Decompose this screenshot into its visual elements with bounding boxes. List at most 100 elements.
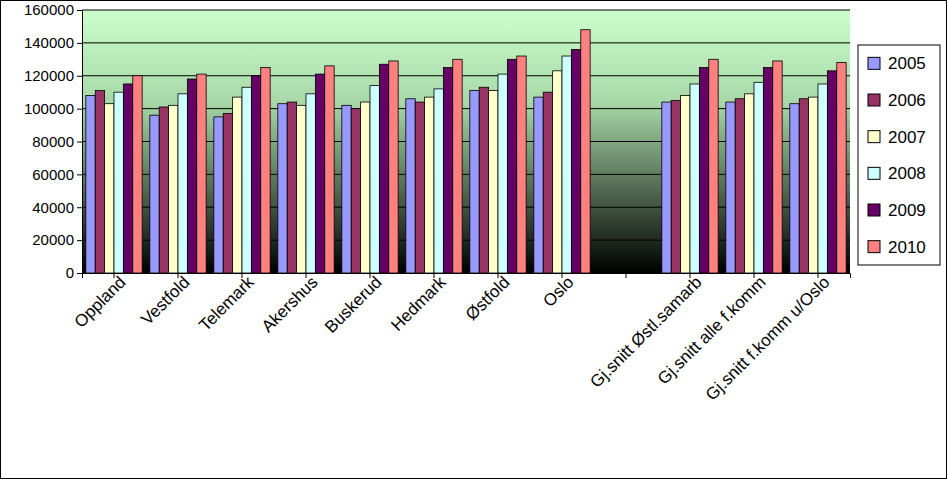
bar	[178, 94, 187, 273]
grid-line	[82, 42, 850, 43]
legend-frame	[858, 45, 940, 265]
legend-swatch	[868, 57, 880, 69]
x-tick-label: Vestfold	[137, 273, 193, 329]
x-tick-label: Gj.snitt f.komm u/Oslo	[702, 273, 834, 405]
bar	[543, 92, 552, 273]
y-tick-mark	[77, 174, 82, 175]
y-tick: 80000	[32, 133, 82, 150]
y-tick-mark	[77, 142, 82, 143]
bar	[325, 66, 334, 273]
y-tick: 40000	[32, 199, 82, 216]
bar	[389, 61, 398, 273]
y-tick-mark	[77, 10, 82, 11]
bar	[95, 91, 104, 273]
x-tick: Oppland	[71, 273, 130, 332]
bar	[351, 109, 360, 273]
x-axis-line	[83, 274, 851, 279]
x-tick-label: Østfold	[462, 273, 514, 325]
bar	[306, 94, 315, 273]
bar	[425, 97, 434, 273]
x-tick: Telemark	[195, 272, 258, 335]
bar	[754, 82, 763, 273]
x-tick: Østfold	[462, 273, 514, 325]
bar	[123, 84, 132, 273]
bar	[223, 114, 232, 273]
x-axis: OpplandVestfoldTelemarkAkershusBuskerudH…	[71, 272, 851, 404]
x-tick-label: Oslo	[539, 273, 577, 311]
x-tick	[626, 273, 627, 278]
y-tick-label: 120000	[24, 67, 74, 84]
x-tick: Gj.snitt f.komm u/Oslo	[702, 273, 834, 405]
x-tick-mark	[626, 273, 627, 278]
bar	[517, 56, 526, 273]
y-tick-mark	[77, 240, 82, 241]
legend-swatch	[868, 241, 880, 253]
series-bars	[123, 49, 836, 273]
legend-label: 2007	[888, 128, 926, 147]
bars	[86, 30, 846, 273]
bar	[709, 59, 718, 273]
y-tick-label: 0	[66, 264, 74, 281]
legend-label: 2010	[888, 238, 926, 257]
y-tick: 120000	[24, 67, 82, 84]
bar	[187, 79, 196, 273]
bar	[197, 74, 206, 273]
bar	[261, 68, 270, 273]
plot-background	[82, 10, 850, 273]
bar	[507, 59, 516, 273]
chart-frame	[1, 1, 947, 479]
y-tick-label: 20000	[32, 231, 74, 248]
bar	[479, 87, 488, 273]
bar	[699, 68, 708, 273]
grid	[82, 10, 850, 273]
y-tick-label: 80000	[32, 133, 74, 150]
bar	[342, 105, 351, 273]
bar	[287, 102, 296, 273]
series-bars	[133, 30, 846, 273]
legend-swatch	[868, 131, 880, 143]
bar	[726, 102, 735, 273]
legend-swatch	[868, 94, 880, 106]
bar	[735, 99, 744, 273]
x-tick: Gj.snitt alle f.komm	[654, 273, 770, 389]
bar	[297, 105, 306, 273]
grid-line	[82, 10, 850, 11]
bar	[105, 104, 114, 273]
legend: 200520062007200820092010	[858, 45, 940, 265]
y-tick-mark	[77, 273, 82, 274]
bar	[553, 71, 562, 273]
bar	[278, 104, 287, 273]
bar	[150, 115, 159, 273]
bar	[837, 63, 846, 273]
y-tick-mark	[77, 109, 82, 110]
y-tick-mark	[77, 76, 82, 77]
bar	[690, 84, 699, 273]
bar	[251, 76, 260, 273]
bar	[434, 89, 443, 273]
bar	[498, 74, 507, 273]
bar	[581, 30, 590, 273]
bar	[379, 64, 388, 273]
bar	[86, 95, 95, 273]
x-tick-label: Akershus	[258, 273, 322, 337]
bar	[809, 97, 818, 273]
x-tick: Oslo	[539, 273, 577, 311]
bar	[534, 97, 543, 273]
y-tick: 160000	[24, 1, 82, 18]
bar	[406, 99, 415, 273]
bar	[470, 91, 479, 273]
y-tick: 20000	[32, 231, 82, 248]
legend-swatch	[868, 204, 880, 216]
y-tick: 0	[66, 264, 82, 281]
bar	[169, 105, 178, 273]
bar	[114, 92, 123, 273]
bar	[745, 94, 754, 273]
y-tick-label: 160000	[24, 1, 74, 18]
y-tick-mark	[77, 207, 82, 208]
x-tick: Buskerud	[321, 273, 385, 337]
x-tick: Gj.snitt Østl.samarb	[587, 273, 706, 392]
x-tick: Hedmark	[387, 272, 450, 335]
x-tick-label: Gj.snitt Østl.samarb	[587, 273, 706, 392]
bar	[242, 87, 251, 273]
bar	[763, 68, 772, 273]
